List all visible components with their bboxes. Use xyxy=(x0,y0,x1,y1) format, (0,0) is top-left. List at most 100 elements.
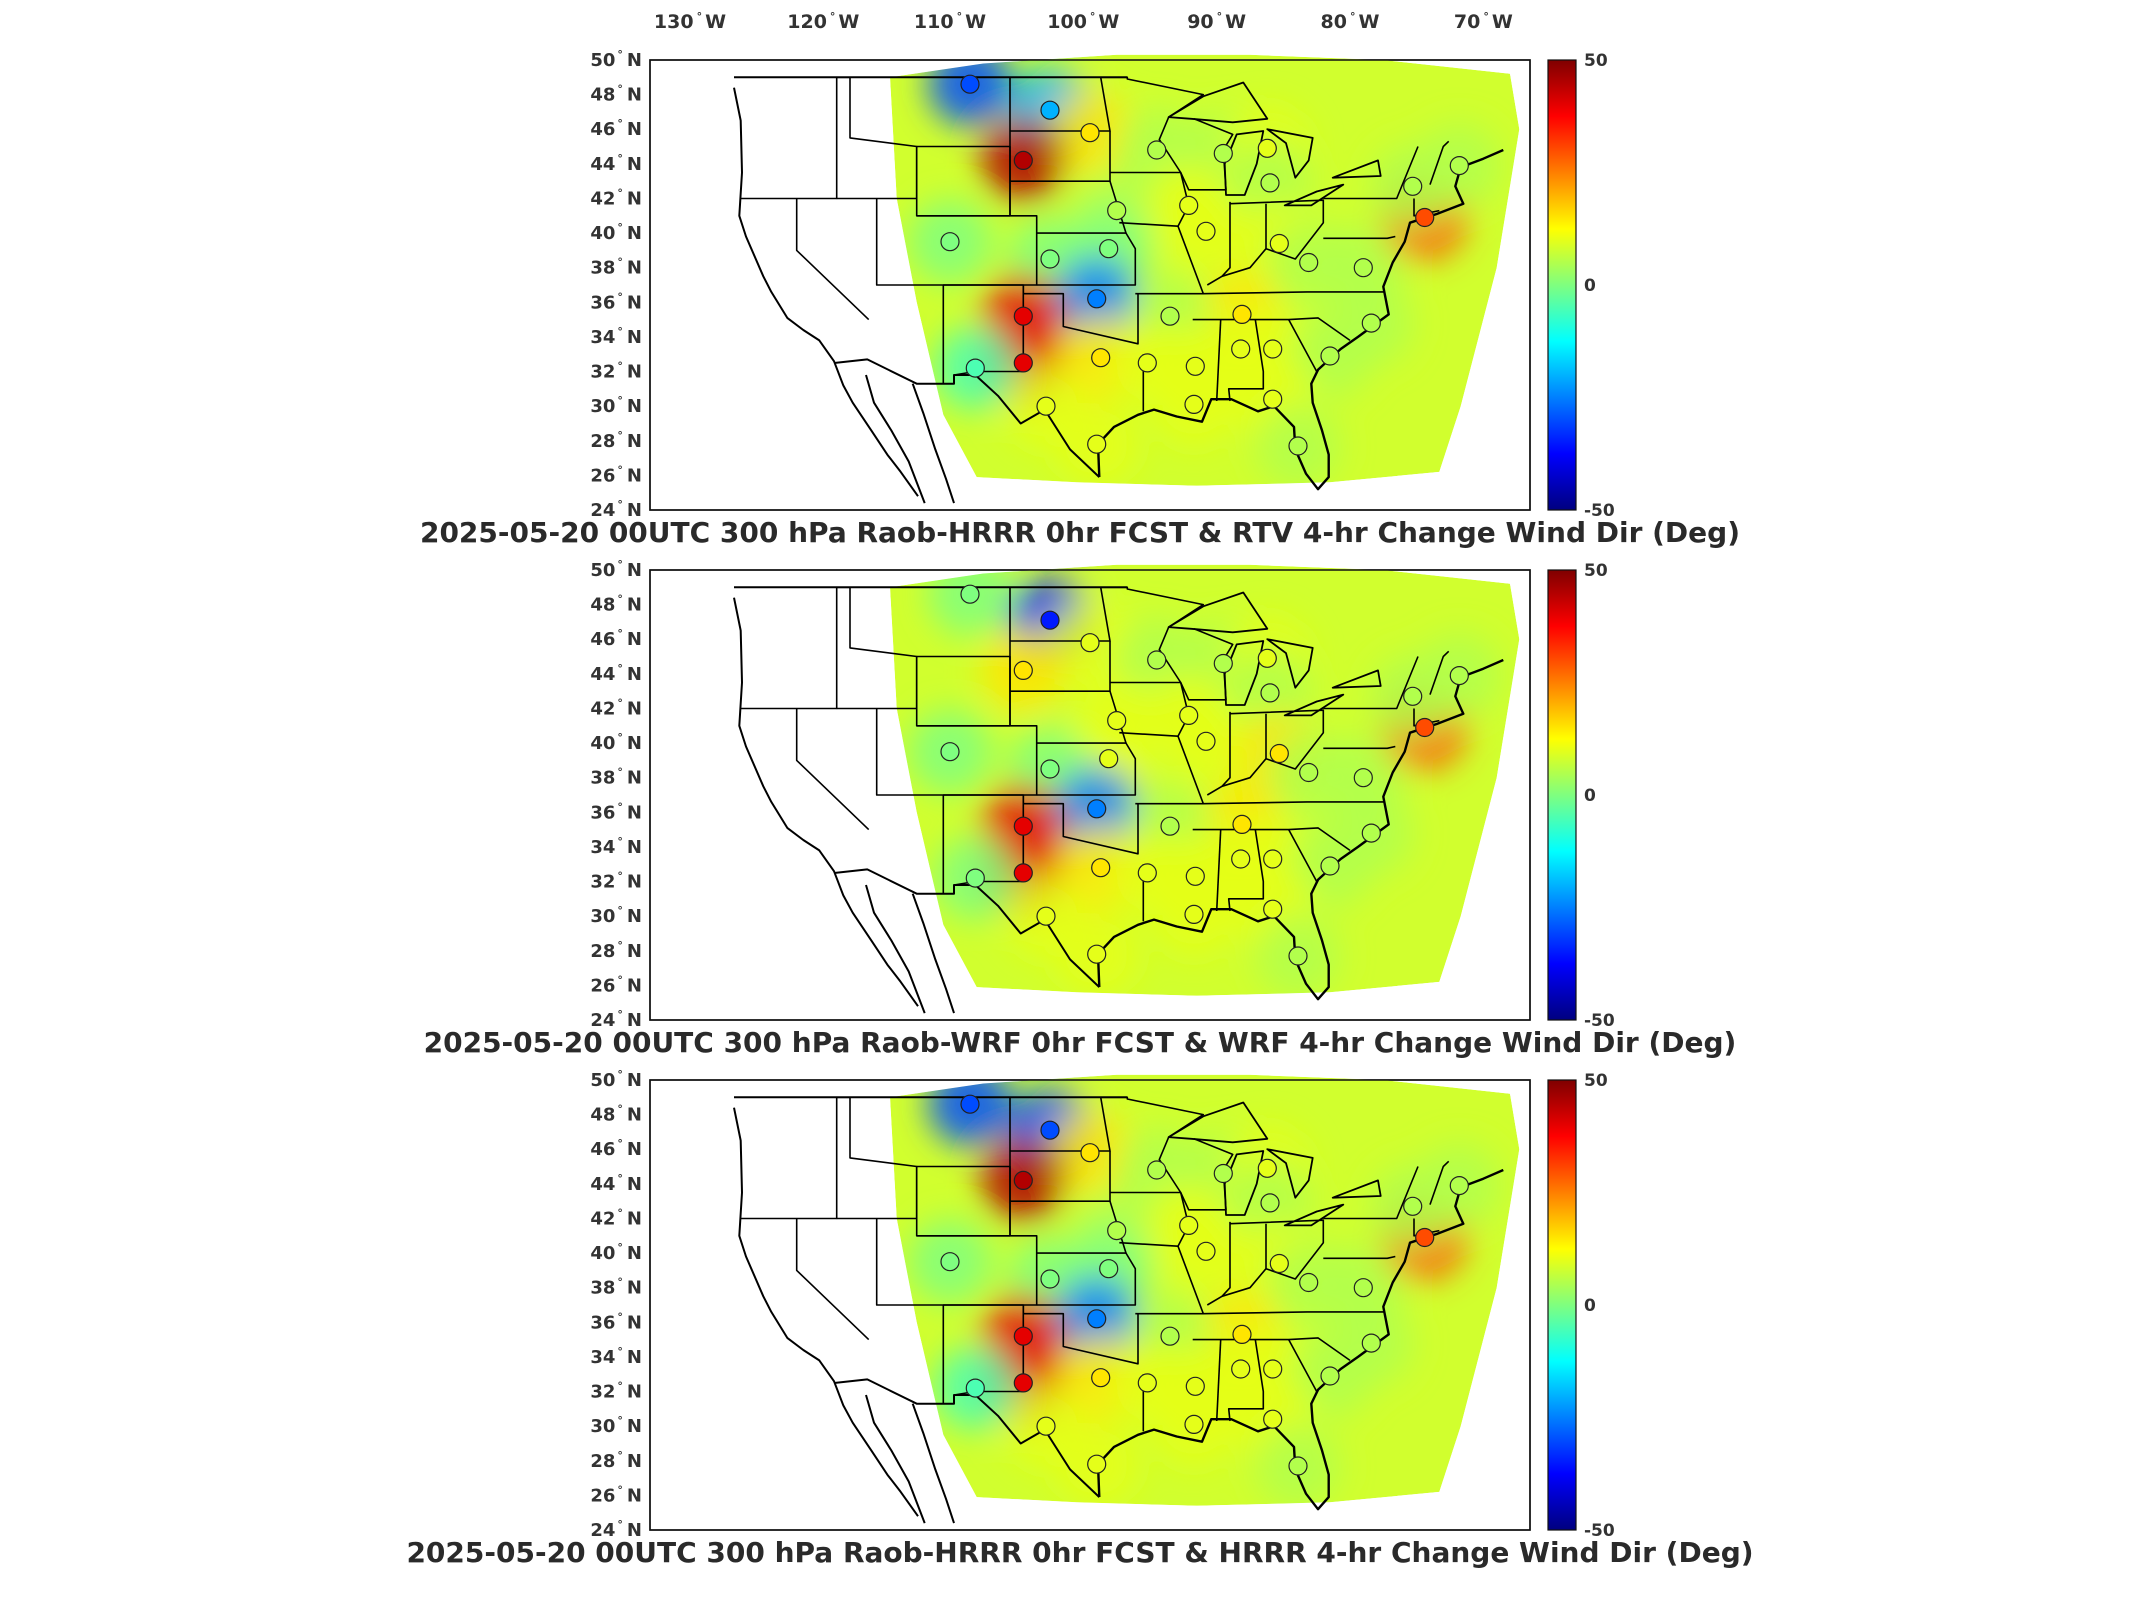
station-marker xyxy=(1288,436,1308,456)
station-marker xyxy=(1353,768,1373,788)
lat-label: 40 ° N xyxy=(590,221,642,244)
station-marker xyxy=(1449,665,1469,686)
lat-label: 42 ° N xyxy=(590,186,642,209)
lat-label: 48 ° N xyxy=(590,83,642,106)
station-marker xyxy=(1185,356,1205,376)
station-marker xyxy=(1269,743,1289,764)
station-marker xyxy=(1107,710,1127,731)
wind-change-field xyxy=(890,1074,1520,1506)
station-marker xyxy=(1099,1259,1119,1279)
station-marker xyxy=(1263,1359,1283,1379)
station-marker xyxy=(1087,1309,1107,1329)
panel-title: 2025-05-20 00UTC 300 hPa Raob-WRF 0hr FC… xyxy=(424,1026,1737,1059)
lat-label: 46 ° N xyxy=(590,627,642,650)
station-marker xyxy=(1361,823,1381,843)
station-marker xyxy=(1013,306,1033,326)
station-marker xyxy=(1320,1366,1340,1386)
station-marker xyxy=(1147,650,1167,670)
station-marker xyxy=(1087,434,1107,454)
map-panel-1: 50 ° N 48 ° N 46 ° N 44 ° N 42 ° N 40 ° N 38 ° N 36 ° N 34 ° N 32 ° N… xyxy=(420,48,1740,549)
lat-label: 32 ° N xyxy=(590,360,642,383)
station-marker xyxy=(1260,683,1280,703)
station-marker xyxy=(1087,289,1107,309)
colorbar-tick-min: -50 xyxy=(1584,1011,1615,1031)
raob-stations xyxy=(940,584,1469,966)
lon-label: 110 ° W xyxy=(914,10,986,33)
station-marker xyxy=(1263,899,1283,919)
station-marker xyxy=(1213,143,1233,164)
station-marker xyxy=(1403,176,1423,196)
lat-label: 32 ° N xyxy=(590,870,642,893)
station-marker xyxy=(1013,660,1033,681)
lon-label: 70 ° W xyxy=(1454,10,1513,33)
station-marker xyxy=(940,232,960,252)
lat-label: 36 ° N xyxy=(590,290,642,313)
station-marker xyxy=(1299,1272,1319,1293)
lat-label: 24 ° N xyxy=(590,498,642,521)
station-marker xyxy=(1160,1326,1180,1346)
station-marker xyxy=(960,1094,980,1114)
colorbar-tick-mid: 0 xyxy=(1584,786,1596,806)
station-marker xyxy=(1288,946,1308,966)
station-marker xyxy=(1257,138,1277,158)
colorbar: 50 0 -50 xyxy=(1547,1071,1615,1541)
lon-label: 90 ° W xyxy=(1187,10,1246,33)
station-marker xyxy=(1160,816,1180,836)
station-marker xyxy=(1196,221,1216,241)
lon-label: 80 ° W xyxy=(1321,10,1380,33)
latitude-labels: 50 ° N 48 ° N 46 ° N 44 ° N 42 ° N 40 ° N 38 ° N 36 ° N 34 ° N 32 ° N… xyxy=(590,48,642,521)
station-marker xyxy=(1036,1416,1056,1436)
station-marker xyxy=(1013,816,1033,836)
lat-label: 40 ° N xyxy=(590,1241,642,1264)
colorbar-tick-min: -50 xyxy=(1584,501,1615,521)
map-panel-3: 50 ° N 48 ° N 46 ° N 44 ° N 42 ° N 40 ° N 38 ° N 36 ° N 34 ° N 32 ° N… xyxy=(406,1068,1753,1569)
station-marker xyxy=(1184,394,1204,414)
lat-label: 38 ° N xyxy=(590,256,642,279)
station-marker xyxy=(1353,1278,1373,1298)
station-marker xyxy=(1320,346,1340,366)
station-marker xyxy=(1299,762,1319,783)
lat-label: 42 ° N xyxy=(590,696,642,719)
station-marker xyxy=(1080,633,1100,653)
colorbar-tick-max: 50 xyxy=(1584,51,1608,71)
station-marker xyxy=(1185,1376,1205,1396)
panel-title: 2025-05-20 00UTC 300 hPa Raob-HRRR 0hr F… xyxy=(406,1536,1753,1569)
station-marker xyxy=(1036,396,1056,416)
station-marker xyxy=(1263,389,1283,409)
station-marker xyxy=(1107,1220,1127,1241)
station-marker xyxy=(1196,1241,1216,1261)
station-marker xyxy=(1260,1193,1280,1213)
latitude-labels: 50 ° N 48 ° N 46 ° N 44 ° N 42 ° N 40 ° N 38 ° N 36 ° N 34 ° N 32 ° N… xyxy=(590,1068,642,1541)
station-marker xyxy=(1184,904,1204,925)
lat-label: 30 ° N xyxy=(590,394,642,417)
station-marker xyxy=(1288,1456,1308,1476)
raob-stations xyxy=(940,1094,1469,1476)
station-marker xyxy=(1040,100,1060,120)
station-marker xyxy=(1147,140,1167,160)
map-panel-2: 50 ° N 48 ° N 46 ° N 44 ° N 42 ° N 40 ° N 38 ° N 36 ° N 34 ° N 32 ° N… xyxy=(424,558,1737,1059)
station-marker xyxy=(1415,1227,1435,1248)
geography-lines xyxy=(733,1096,1504,1524)
station-marker xyxy=(1213,1163,1233,1184)
lat-label: 50 ° N xyxy=(590,48,642,71)
station-marker xyxy=(1013,150,1033,170)
lat-label: 34 ° N xyxy=(590,835,642,858)
station-marker xyxy=(1231,1359,1251,1379)
lat-label: 48 ° N xyxy=(590,1103,642,1126)
station-marker xyxy=(1013,863,1033,883)
station-marker xyxy=(1257,648,1277,668)
station-marker xyxy=(1147,1160,1167,1180)
station-marker xyxy=(1137,863,1157,883)
station-marker xyxy=(1099,239,1119,259)
station-marker xyxy=(1353,258,1373,278)
station-marker xyxy=(1013,353,1033,373)
station-marker xyxy=(1232,1324,1252,1345)
colorbar: 50 0 -50 xyxy=(1547,561,1615,1031)
colorbar-tick-max: 50 xyxy=(1584,561,1608,581)
station-marker xyxy=(1013,1170,1033,1191)
lat-label: 30 ° N xyxy=(590,904,642,927)
station-marker xyxy=(1231,849,1251,869)
lat-label: 44 ° N xyxy=(590,662,642,685)
panel-title: 2025-05-20 00UTC 300 hPa Raob-HRRR 0hr F… xyxy=(420,516,1740,549)
lat-label: 44 ° N xyxy=(590,152,642,175)
